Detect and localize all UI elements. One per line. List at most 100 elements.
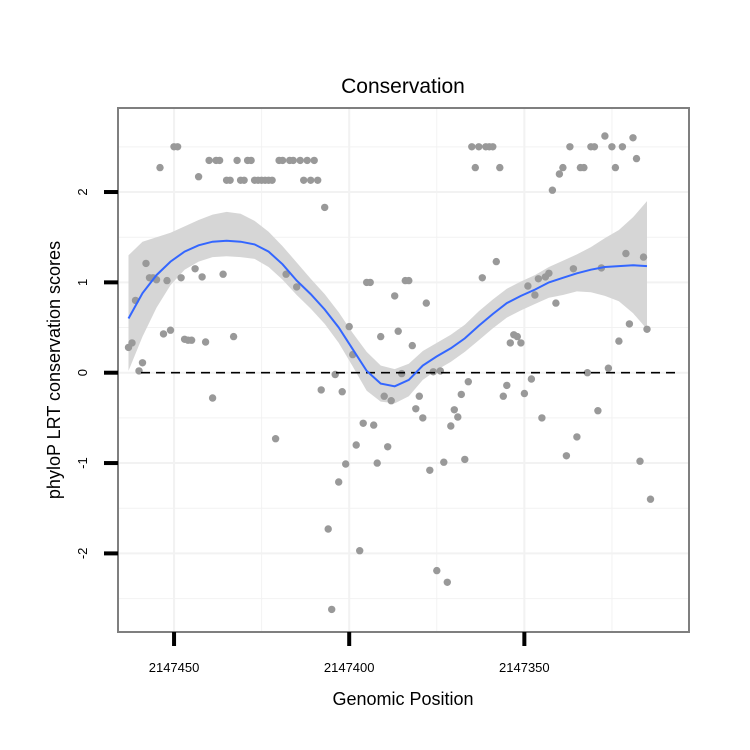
data-point xyxy=(384,443,392,451)
data-point xyxy=(366,278,374,287)
data-point xyxy=(215,156,224,165)
data-point xyxy=(303,156,311,165)
data-point xyxy=(419,414,427,422)
data-point xyxy=(443,578,451,586)
data-point xyxy=(639,253,648,261)
data-point xyxy=(278,156,287,165)
data-point xyxy=(282,270,290,278)
data-point xyxy=(226,176,234,184)
data-point xyxy=(356,547,364,555)
data-point xyxy=(601,132,609,140)
data-point xyxy=(191,265,199,273)
data-point xyxy=(527,375,536,383)
data-point xyxy=(590,143,599,151)
data-point xyxy=(636,457,644,465)
data-point xyxy=(611,163,620,172)
confidence-band xyxy=(128,201,647,404)
data-point xyxy=(489,143,497,151)
data-point xyxy=(464,378,472,386)
data-point xyxy=(615,337,623,345)
y-axis: -2 -1 0 1 2 xyxy=(75,188,118,559)
data-point xyxy=(352,441,360,449)
data-point xyxy=(594,407,602,415)
data-point xyxy=(513,332,521,341)
data-point xyxy=(534,275,543,283)
data-point xyxy=(300,176,308,184)
data-point xyxy=(240,176,248,184)
plot-panel-border xyxy=(117,107,690,633)
y-tick-label: 0 xyxy=(75,369,90,376)
data-point xyxy=(173,143,182,151)
data-point xyxy=(405,276,413,285)
x-tick-label: 2147350 xyxy=(499,660,550,675)
data-point xyxy=(604,364,613,372)
data-point xyxy=(391,292,399,300)
data-point xyxy=(492,257,500,266)
data-points xyxy=(124,132,655,614)
data-point xyxy=(324,525,332,533)
data-point xyxy=(580,163,588,172)
data-point xyxy=(310,156,318,165)
data-point xyxy=(629,134,637,142)
x-tick-label: 2147400 xyxy=(324,660,375,675)
data-point xyxy=(583,369,592,377)
data-point xyxy=(552,299,560,307)
data-point xyxy=(569,265,578,273)
data-point xyxy=(268,176,276,184)
data-point xyxy=(166,326,175,334)
data-point xyxy=(643,325,651,333)
data-point xyxy=(566,143,574,151)
data-point xyxy=(314,176,322,184)
data-point xyxy=(531,291,539,299)
smooth-fit-line xyxy=(127,239,648,388)
data-point xyxy=(426,466,434,474)
data-point xyxy=(538,414,546,422)
data-point xyxy=(380,392,388,400)
y-tick-label: -2 xyxy=(75,548,90,560)
data-point xyxy=(457,390,465,399)
data-point xyxy=(471,163,479,172)
data-point xyxy=(138,359,147,367)
data-point xyxy=(433,566,441,575)
data-point xyxy=(548,186,557,194)
data-point xyxy=(128,339,136,347)
data-point xyxy=(408,341,416,350)
data-point xyxy=(187,336,196,344)
data-point xyxy=(608,143,616,151)
x-axis: 2147450 2147400 2147350 xyxy=(149,632,550,675)
data-point xyxy=(307,176,315,184)
data-point xyxy=(328,605,336,614)
data-point xyxy=(517,339,525,347)
data-point xyxy=(321,203,329,212)
data-point xyxy=(194,173,203,181)
data-point xyxy=(422,299,430,307)
data-point xyxy=(370,421,378,429)
data-point xyxy=(159,330,168,338)
data-point xyxy=(345,322,353,331)
data-point xyxy=(545,269,553,277)
data-point xyxy=(317,386,325,394)
data-point xyxy=(415,392,423,400)
data-point xyxy=(377,332,385,341)
data-point xyxy=(559,163,567,172)
data-point xyxy=(177,274,185,282)
data-point xyxy=(373,459,381,467)
y-tick-label: 1 xyxy=(75,279,90,286)
data-point xyxy=(412,405,420,413)
data-point xyxy=(646,495,655,503)
data-point xyxy=(429,368,437,376)
x-axis-title: Genomic Position xyxy=(332,689,473,709)
data-point xyxy=(618,143,627,151)
data-point xyxy=(335,478,343,486)
data-point xyxy=(440,458,448,466)
data-point xyxy=(208,394,217,402)
data-point xyxy=(450,406,458,414)
data-point xyxy=(142,259,150,268)
data-point xyxy=(289,156,297,165)
confidence-band-layer xyxy=(128,201,647,404)
data-point xyxy=(198,273,206,281)
data-point xyxy=(398,369,406,378)
data-point xyxy=(461,455,469,464)
data-point xyxy=(506,339,514,347)
